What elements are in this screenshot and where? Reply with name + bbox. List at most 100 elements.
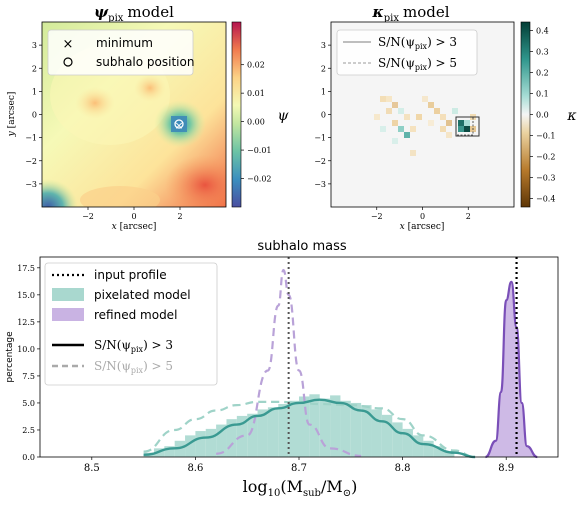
kappa-pixel bbox=[446, 120, 452, 126]
y-tick-label: −3 bbox=[314, 180, 326, 189]
colorbar-tick-label: −0.2 bbox=[536, 153, 555, 162]
psi-y-ticks: 3 2 1 0 −1 −2 −3 bbox=[25, 41, 42, 189]
kappa-pixels bbox=[374, 96, 476, 156]
colorbar-tick-label: 0.3 bbox=[536, 47, 549, 56]
kappa-legend-sn5: S/N(ψpix) > 5 bbox=[378, 56, 457, 72]
kappa-pixel bbox=[416, 114, 422, 120]
kappa-pixel bbox=[374, 114, 380, 120]
y-tick-label: −1 bbox=[25, 134, 37, 143]
psi-panel: ψpix model × × minimum subhalo position −… bbox=[7, 3, 290, 232]
x-tick-label: 8.5 bbox=[84, 463, 100, 474]
psi-panel-title: ψpix model bbox=[94, 3, 174, 24]
refined-sn3-line bbox=[485, 280, 538, 459]
mass-legend: input profile pixelated model refined mo… bbox=[44, 262, 218, 386]
x-tick-label: 8.8 bbox=[395, 463, 411, 474]
y-tick-label: 17.5 bbox=[17, 264, 35, 273]
y-tick-label: −2 bbox=[314, 157, 326, 166]
mass-plot-marks bbox=[143, 257, 538, 459]
kappa-colorbar bbox=[520, 21, 531, 208]
colorbar-tick-label: −0.02 bbox=[247, 175, 272, 184]
kappa-pixel bbox=[446, 132, 452, 138]
psi-colorbar-label: ψ bbox=[278, 108, 290, 124]
kappa-contour-sn5 bbox=[455, 116, 474, 136]
hist-bar bbox=[299, 396, 310, 457]
kappa-x-ticks: −2 0 2 bbox=[371, 207, 471, 221]
legend-minimum-marker: × bbox=[63, 37, 74, 52]
colorbar-tick-label: 0.2 bbox=[536, 68, 549, 77]
kappa-panel-title: κpix model bbox=[371, 3, 449, 24]
kappa-legend-sn3: S/N(ψpix) > 3 bbox=[378, 35, 457, 51]
y-tick-label: 1 bbox=[321, 87, 326, 96]
legend-subhalo-label: subhalo position bbox=[96, 55, 194, 69]
psi-y-label: y[arcsec] bbox=[7, 92, 17, 138]
y-tick-label: −3 bbox=[25, 180, 37, 189]
kappa-pixel bbox=[458, 120, 464, 126]
kappa-pixel bbox=[386, 108, 392, 114]
kappa-pixel bbox=[398, 126, 404, 132]
legend-sn5-label: S/N(ψpix) > 5 bbox=[94, 359, 173, 375]
y-tick-label: 2 bbox=[32, 64, 37, 73]
minimum-marker: × bbox=[174, 119, 183, 132]
hist-bar bbox=[185, 435, 196, 457]
kappa-x-label: x [arcsec] bbox=[400, 222, 445, 232]
x-tick-label: 8.9 bbox=[498, 463, 514, 474]
kappa-pixel bbox=[452, 108, 458, 114]
psi-x-label: x [arcsec] bbox=[112, 222, 157, 232]
hist-bar bbox=[402, 428, 413, 457]
x-tick-label: 0 bbox=[131, 212, 136, 221]
hist-bar bbox=[350, 402, 362, 457]
hist-bar bbox=[423, 440, 434, 457]
colorbar-tick-label: −0.4 bbox=[536, 195, 555, 204]
y-tick-label: 3 bbox=[32, 41, 37, 50]
hist-bar bbox=[257, 409, 268, 457]
legend-input-label: input profile bbox=[94, 268, 167, 282]
y-tick-label: −2 bbox=[25, 157, 37, 166]
colorbar-tick-label: 0.1 bbox=[536, 89, 549, 98]
hist-bar bbox=[433, 446, 445, 457]
hist-bar bbox=[371, 409, 382, 457]
hist-bar bbox=[319, 398, 331, 457]
legend-ref-swatch bbox=[52, 308, 84, 321]
kappa-pixel bbox=[410, 150, 416, 156]
legend-sn3-label: S/N(ψpix) > 3 bbox=[94, 338, 173, 354]
colorbar-tick-label: 0.02 bbox=[247, 61, 265, 70]
kappa-pixel bbox=[398, 108, 404, 114]
hist-bar bbox=[195, 431, 206, 457]
refined-fill bbox=[485, 281, 538, 457]
kappa-pixel bbox=[380, 126, 386, 132]
y-tick-label: 7.5 bbox=[22, 372, 35, 381]
hist-bar bbox=[247, 413, 258, 457]
y-tick-label: 0.0 bbox=[22, 453, 35, 462]
hist-bar bbox=[309, 394, 320, 457]
mass-y-label: percentage bbox=[5, 331, 15, 383]
colorbar-tick-label: 0.0 bbox=[536, 111, 549, 120]
hist-bar bbox=[226, 419, 237, 457]
kappa-pixel bbox=[392, 138, 398, 144]
mass-y-ticks: 0.0 2.5 5.0 7.5 10.0 12.5 15.0 17.5 bbox=[17, 264, 40, 462]
y-tick-label: 5.0 bbox=[22, 399, 35, 408]
hist-bar bbox=[444, 451, 455, 457]
x-tick-label: 8.7 bbox=[291, 463, 307, 474]
legend-ref-label: refined model bbox=[94, 308, 177, 322]
legend-subhalo-marker bbox=[63, 57, 73, 67]
pixelated-sn3-line bbox=[143, 398, 476, 459]
y-tick-label: 0 bbox=[32, 111, 37, 120]
kappa-pixel bbox=[392, 120, 398, 126]
hist-bar bbox=[330, 395, 341, 457]
y-tick-label: 3 bbox=[321, 41, 326, 50]
kappa-colorbar-ticks: 0.4 0.3 0.2 0.1 0.0 −0.1 −0.2 −0.3 −0.4 bbox=[530, 26, 555, 204]
hist-bar bbox=[361, 405, 372, 457]
legend-pix-swatch bbox=[52, 288, 84, 301]
kappa-pixel bbox=[440, 126, 446, 132]
hist-bar bbox=[392, 422, 403, 457]
colorbar-tick-label: 0.00 bbox=[247, 118, 265, 127]
legend-minimum-label: minimum bbox=[96, 36, 153, 50]
kappa-pixel bbox=[458, 126, 464, 132]
kappa-panel: κpix model S/N(ψpix) > 3 S/N(ψpix) > 5 −2… bbox=[314, 3, 576, 232]
kappa-pixel bbox=[440, 114, 446, 120]
kappa-y-ticks: 3 2 1 0 −1 −2 −3 bbox=[314, 41, 331, 189]
mass-chart: subhalo mass 8.5 8.6 8.7 8.8 8.9 0.0 2.5 5.0 7.… bbox=[5, 239, 559, 499]
mass-chart-title: subhalo mass bbox=[257, 239, 347, 254]
x-tick-label: 2 bbox=[177, 212, 182, 221]
hist-bar bbox=[381, 414, 393, 457]
